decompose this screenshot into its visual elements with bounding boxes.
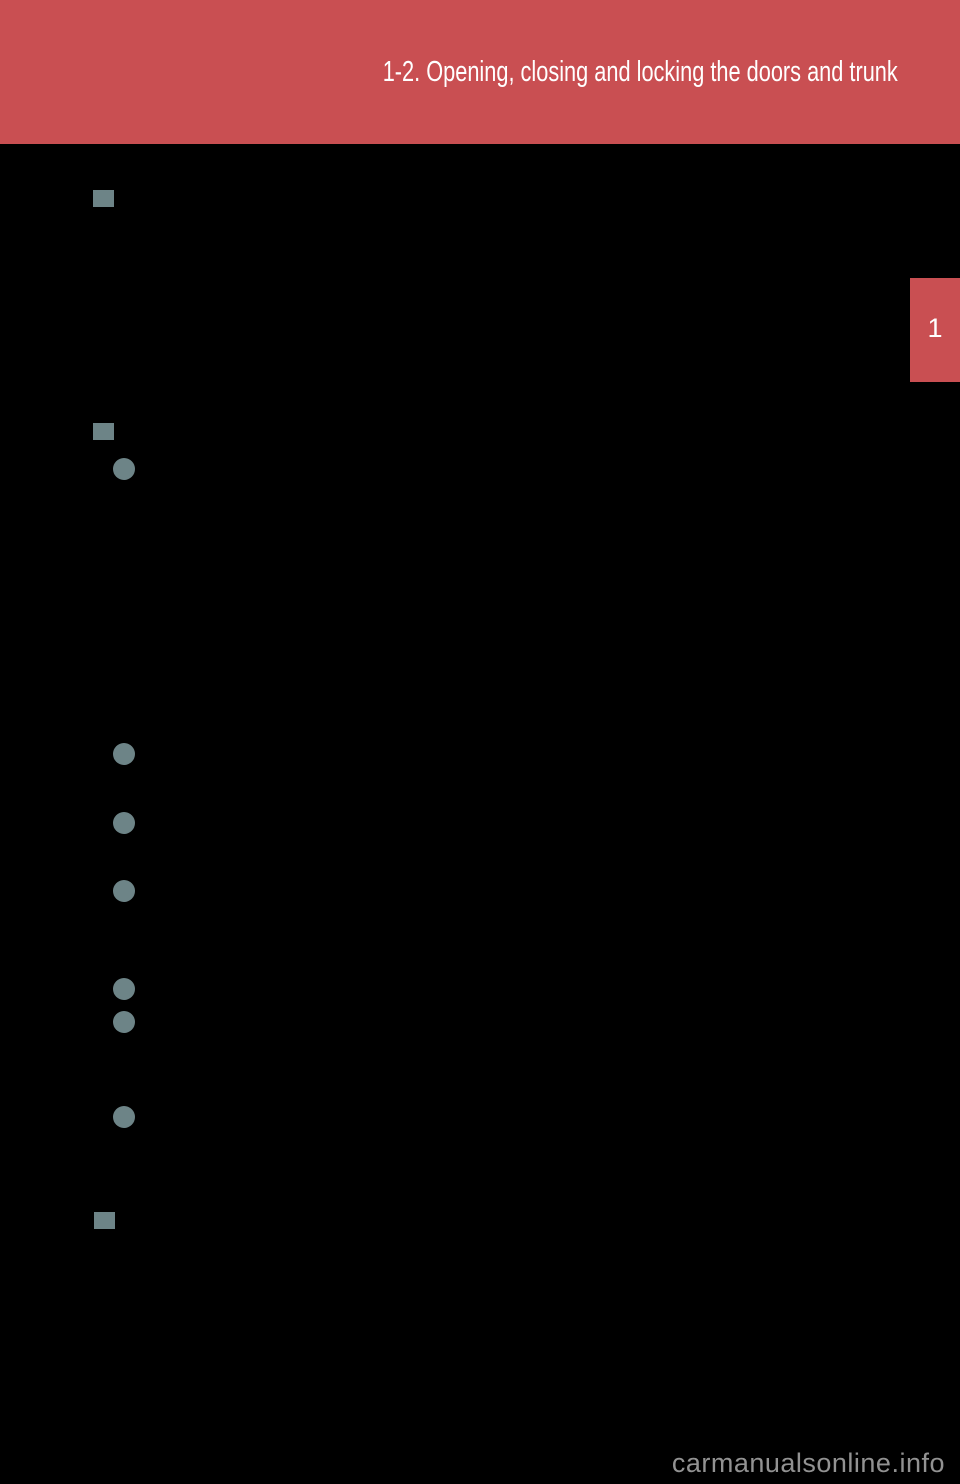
chapter-tab: 1 xyxy=(910,278,960,382)
page-header-title: 1-2. Opening, closing and locking the do… xyxy=(382,55,898,88)
chapter-tab-label: 1 xyxy=(927,312,943,343)
watermark-text: carmanualsonline.info xyxy=(671,1448,945,1478)
section-bullet-square xyxy=(94,1212,115,1229)
list-bullet-circle xyxy=(113,458,135,480)
page-header-bar: 1-2. Opening, closing and locking the do… xyxy=(0,0,960,144)
section-bullet-square xyxy=(93,190,114,207)
list-bullet-circle xyxy=(113,880,135,902)
list-bullet-circle xyxy=(113,978,135,1000)
list-bullet-circle xyxy=(113,812,135,834)
list-bullet-circle xyxy=(113,1106,135,1128)
list-bullet-circle xyxy=(113,1011,135,1033)
section-bullet-square xyxy=(93,423,114,440)
list-bullet-circle xyxy=(113,743,135,765)
